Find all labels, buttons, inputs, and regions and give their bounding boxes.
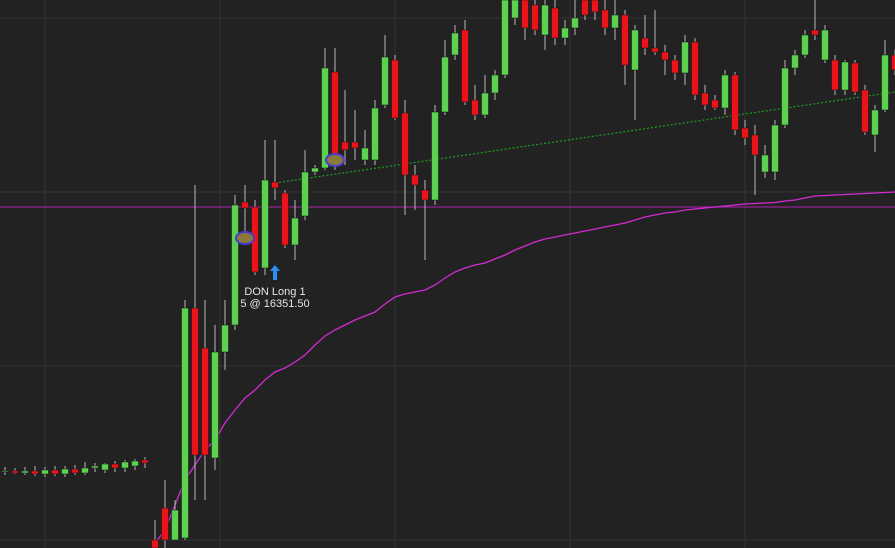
candle-body: [431, 111, 439, 201]
candle-body: [861, 89, 869, 133]
candle-body: [51, 469, 59, 475]
candle-body: [11, 470, 19, 474]
candle-body: [121, 461, 129, 469]
candle-body: [581, 0, 589, 16]
candle-body: [101, 463, 109, 471]
candle-body: [891, 54, 895, 71]
fill-marker: [325, 153, 345, 167]
candle-body: [831, 59, 839, 91]
candle-body: [681, 41, 689, 74]
candle-body: [401, 112, 409, 176]
candle-body: [331, 71, 339, 161]
candle-body: [771, 124, 779, 173]
candle-body: [71, 468, 79, 474]
candle-body: [751, 134, 759, 156]
candle-body: [521, 0, 529, 29]
candle-body: [501, 0, 509, 76]
candle-body: [391, 59, 399, 119]
candle-body: [261, 179, 269, 269]
candle-body: [411, 174, 419, 186]
candle-body: [111, 463, 119, 469]
candle-body: [1, 470, 9, 473]
candle-body: [551, 7, 559, 39]
candle-body: [561, 27, 569, 39]
candle-body: [31, 470, 39, 475]
candle-body: [871, 109, 879, 136]
candle-body: [601, 9, 609, 29]
fill-marker: [235, 231, 255, 245]
candle-body: [361, 147, 369, 161]
candle-body: [541, 4, 549, 36]
entry-label: DON Long 1: [244, 286, 305, 298]
candle-body: [141, 459, 149, 464]
candle-body: [161, 507, 169, 541]
candle-body: [661, 51, 669, 61]
candle-body: [471, 99, 479, 116]
candle-body: [761, 154, 769, 173]
candle-body: [811, 29, 819, 36]
candle-body: [651, 47, 659, 53]
candle-body: [461, 29, 469, 103]
candle-body: [311, 167, 319, 173]
candle-body: [221, 324, 229, 353]
candle-body: [341, 141, 349, 151]
candle-body: [591, 0, 599, 13]
candle-body: [211, 351, 219, 459]
candle-body: [701, 92, 709, 106]
candle-body: [621, 14, 629, 66]
entry-arrow: [270, 265, 280, 280]
candle-body: [371, 107, 379, 161]
candle-body: [611, 14, 619, 29]
candle-body: [881, 54, 889, 111]
candle-body: [291, 217, 299, 246]
candle-body: [741, 127, 749, 139]
candle-body: [491, 74, 499, 94]
candle-body: [851, 62, 859, 93]
candle-body: [41, 469, 49, 475]
candle-body: [301, 171, 309, 217]
candle-body: [641, 37, 649, 49]
moving-average: [154, 191, 895, 544]
candle-body: [171, 509, 179, 541]
candle-body: [191, 307, 199, 456]
candle-body: [731, 74, 739, 131]
candle-body: [91, 465, 99, 469]
candle-body: [721, 74, 729, 109]
candle-body: [421, 189, 429, 201]
candle-body: [181, 307, 189, 539]
candle-body: [21, 470, 29, 474]
candle-body: [801, 34, 809, 56]
candle-body: [781, 67, 789, 126]
candle-body: [201, 347, 209, 456]
candle-body: [321, 67, 329, 169]
candle-body: [151, 539, 159, 548]
candle-body: [711, 99, 719, 109]
candle-body: [451, 32, 459, 56]
candle-body: [821, 29, 829, 61]
candle-body: [671, 59, 679, 74]
candle-body: [441, 56, 449, 113]
candle-body: [231, 204, 239, 326]
candle-body: [281, 192, 289, 246]
candle-body: [271, 181, 279, 189]
candle-body: [631, 29, 639, 71]
candle-body: [61, 468, 69, 475]
candle-body: [791, 54, 799, 69]
candle-body: [571, 17, 579, 29]
candle-body: [381, 56, 389, 106]
candle-body: [81, 467, 89, 474]
candle-body: [481, 92, 489, 116]
candle-body: [531, 4, 539, 31]
candle-body: [241, 201, 249, 209]
candle-body: [511, 0, 519, 19]
entry-label: 5 @ 16351.50: [240, 298, 309, 310]
trend-line: [274, 91, 895, 184]
candle-body: [351, 141, 359, 149]
candle-body: [691, 41, 699, 96]
candle-body: [841, 61, 849, 91]
candle-body: [131, 460, 139, 467]
